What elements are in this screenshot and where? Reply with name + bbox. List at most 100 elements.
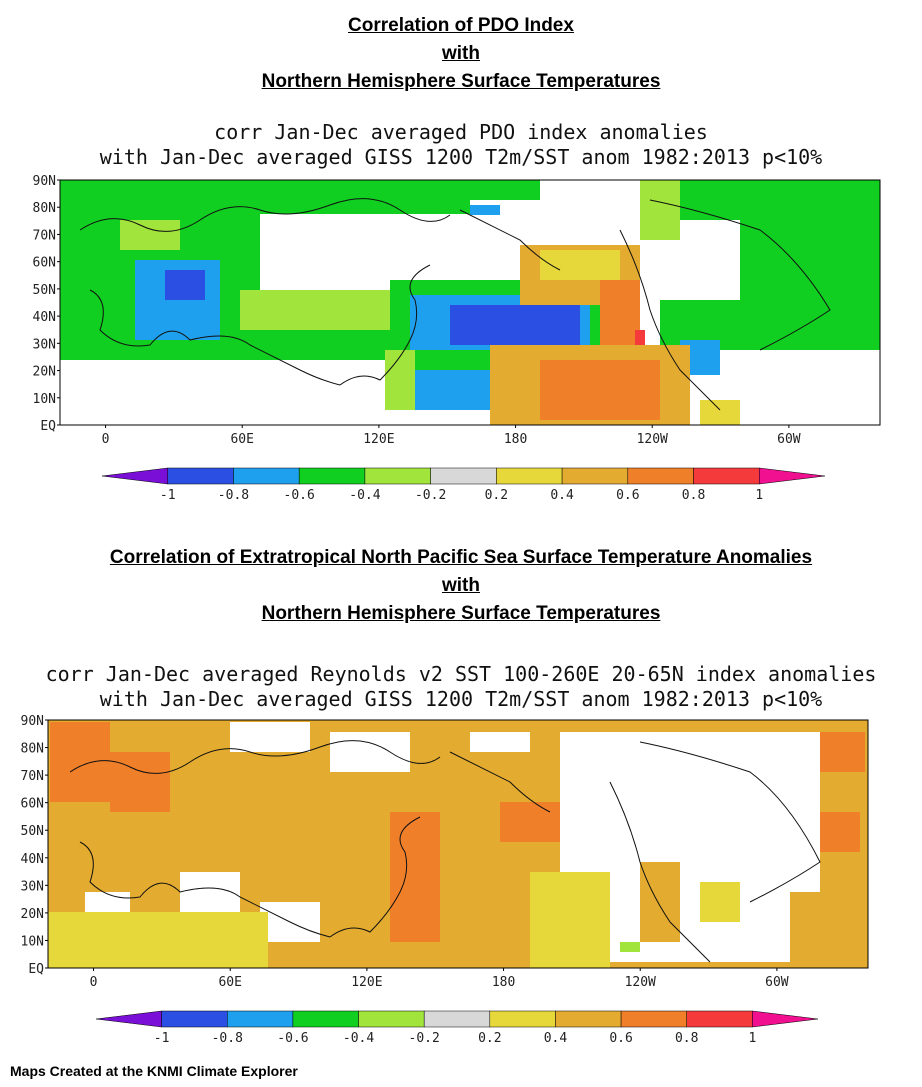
colorbar-segment — [620, 1010, 687, 1028]
lat-tick-label: 70N — [33, 228, 56, 243]
colorbar-tick-label: 0.4 — [550, 488, 574, 503]
map2-lat-axis: 90N 80N 70N 60N 50N 40N 30N 20N 10N EQ — [21, 714, 48, 977]
lat-tick-label: 10N — [33, 392, 56, 407]
map1-panel: 90N 80N 70N 60N 50N 40N 30N 20N 10N EQ 0 60E 120E 18… — [33, 174, 881, 447]
colorbar-segment — [489, 1010, 556, 1028]
map1-title-line3: Northern Hemisphere Surface Temperatures — [261, 71, 661, 92]
colorbar-tick-label: -0.6 — [284, 488, 315, 503]
field-region — [700, 882, 740, 922]
colorbar-segment — [430, 467, 497, 485]
field-region — [470, 180, 540, 200]
field-region — [470, 732, 530, 752]
colorbar-tick-label: 0.6 — [616, 488, 639, 503]
colorbar-over-arrow — [759, 467, 826, 485]
colorbar-tick-label: -0.8 — [218, 488, 249, 503]
colorbar-tick-label: -0.4 — [343, 1031, 374, 1046]
colorbar-segment — [555, 1010, 622, 1028]
field-region — [620, 942, 640, 952]
footer-credit: Maps Created at the KNMI Climate Explore… — [10, 1063, 298, 1079]
colorbar-under-arrow — [95, 1010, 162, 1028]
lon-tick-label: 60E — [230, 432, 253, 447]
map1-lon-axis: 0 60E 120E 180 120W 60W — [102, 425, 801, 447]
lat-tick-label: 20N — [21, 907, 44, 922]
field-region — [50, 722, 110, 802]
colorbar-segment — [227, 1010, 294, 1028]
colorbar-segment — [358, 1010, 425, 1028]
lat-tick-label: 60N — [33, 256, 56, 271]
map1-title-line2: with — [442, 43, 480, 64]
field-region — [820, 732, 865, 772]
lon-tick-label: 120W — [625, 975, 656, 990]
field-region — [820, 812, 860, 852]
field-region — [500, 802, 560, 842]
map1-subtitle-line2: with Jan-Dec averaged GISS 1200 T2m/SST … — [99, 145, 823, 169]
field-region — [530, 872, 610, 968]
colorbar-tick-label: -0.6 — [277, 1031, 308, 1046]
map1-correlation-field — [60, 180, 880, 425]
lat-tick-label: 80N — [21, 742, 44, 757]
colorbar-over-arrow — [752, 1010, 819, 1028]
colorbar-segment — [693, 467, 760, 485]
field-region — [410, 370, 490, 410]
colorbar-segment — [233, 467, 300, 485]
field-region — [540, 250, 620, 280]
colorbar-tick-label: -1 — [160, 488, 176, 503]
colorbar-2: -1 -0.8 -0.6 -0.4 -0.2 0.2 0.4 0.6 0.8 1 — [95, 1010, 819, 1046]
lat-tick-label: 70N — [21, 769, 44, 784]
colorbar-segment — [423, 1010, 491, 1028]
lat-tick-label: 90N — [33, 174, 56, 189]
map1-title-line1: Correlation of PDO Index — [348, 15, 574, 36]
lon-tick-label: 0 — [90, 975, 98, 990]
field-region — [635, 330, 645, 345]
colorbar-segment — [167, 467, 234, 485]
colorbar-tick-label: -1 — [154, 1031, 170, 1046]
lat-tick-label: 50N — [21, 824, 44, 839]
colorbar-segment — [364, 467, 431, 485]
lon-tick-label: 60W — [765, 975, 789, 990]
map2-subtitle-line1: corr Jan-Dec averaged Reynolds v2 SST 10… — [45, 662, 877, 686]
lat-tick-label: 20N — [33, 365, 56, 380]
colorbar-under-arrow — [101, 467, 168, 485]
map2-title-line1: Correlation of Extratropical North Pacif… — [109, 547, 813, 568]
map1-coastlines — [79, 198, 831, 411]
colorbar-tick-label: -0.2 — [415, 488, 446, 503]
colorbar-tick-label: 0.4 — [544, 1031, 568, 1046]
field-region — [230, 722, 310, 752]
field-region — [640, 862, 680, 942]
colorbar-tick-label: 0.6 — [609, 1031, 632, 1046]
lon-tick-label: 120E — [363, 432, 394, 447]
field-region — [60, 180, 470, 214]
map2-title-line3: Northern Hemisphere Surface Temperatures — [261, 603, 661, 624]
colorbar-segment — [627, 467, 694, 485]
lon-tick-label: 0 — [102, 432, 110, 447]
colorbar-tick-label: 1 — [748, 1031, 756, 1046]
lat-tick-label: 60N — [21, 797, 44, 812]
lat-tick-label: EQ — [28, 962, 44, 977]
map2-subtitle-line2: with Jan-Dec averaged GISS 1200 T2m/SST … — [99, 687, 823, 711]
field-region — [600, 280, 640, 350]
lat-tick-label: 90N — [21, 714, 44, 729]
field-region — [450, 305, 580, 345]
colorbar-tick-label: 1 — [755, 488, 763, 503]
lat-tick-label: 40N — [33, 310, 56, 325]
field-region — [120, 220, 180, 250]
field-region — [470, 205, 500, 215]
field-region — [640, 180, 680, 240]
colorbar-tick-label: 0.8 — [682, 488, 705, 503]
field-region — [390, 812, 440, 942]
colorbar-tick-label: 0.2 — [485, 488, 508, 503]
colorbar-segment — [161, 1010, 228, 1028]
field-region — [110, 752, 170, 812]
colorbar-tick-label: -0.4 — [349, 488, 380, 503]
field-region — [330, 732, 410, 772]
colorbar-segment — [298, 467, 366, 485]
map1-lat-axis: 90N 80N 70N 60N 50N 40N 30N 20N 10N EQ — [33, 174, 60, 434]
lon-tick-label: 120W — [637, 432, 668, 447]
map1-subtitle-line1: corr Jan-Dec averaged PDO index anomalie… — [214, 120, 708, 144]
map2-panel: 90N 80N 70N 60N 50N 40N 30N 20N 10N EQ 0 60E 120E 18… — [21, 714, 869, 990]
colorbar-segment — [686, 1010, 753, 1028]
field-region — [240, 290, 400, 330]
colorbar-tick-label: -0.8 — [212, 1031, 243, 1046]
map2-title-line2: with — [442, 575, 480, 596]
lat-tick-label: 50N — [33, 283, 56, 298]
